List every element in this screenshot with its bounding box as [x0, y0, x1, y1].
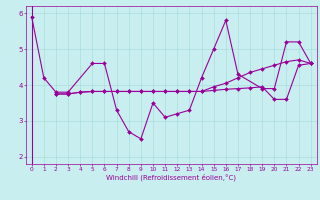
X-axis label: Windchill (Refroidissement éolien,°C): Windchill (Refroidissement éolien,°C)	[106, 173, 236, 181]
